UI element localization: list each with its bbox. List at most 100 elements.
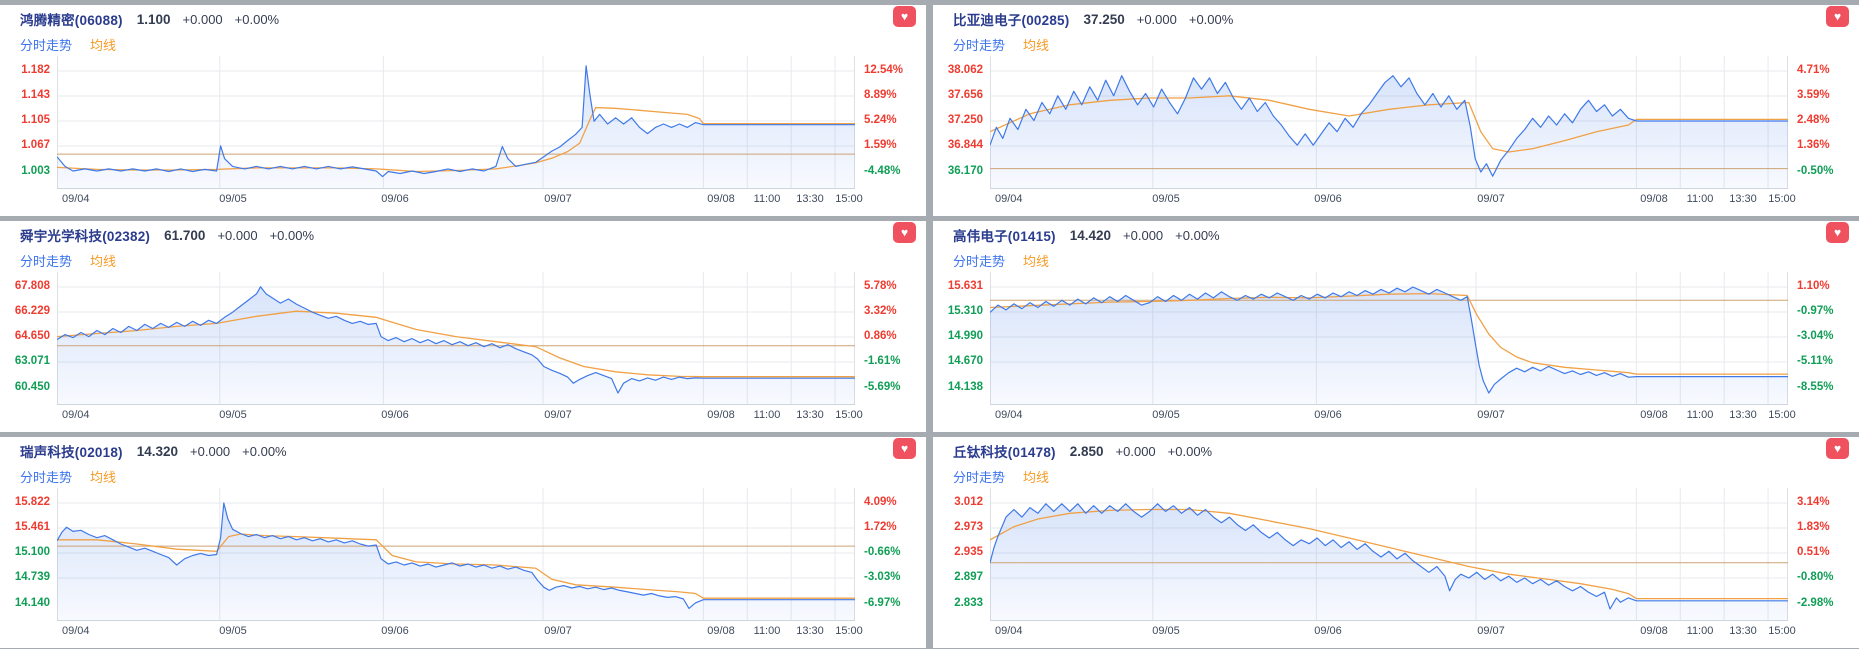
date-axis-label: 11:00: [1686, 625, 1714, 637]
tab-moving-average[interactable]: 均线: [90, 470, 117, 485]
tab-minute-trend[interactable]: 分时走势: [20, 38, 73, 53]
stock-change: +0.000: [182, 11, 223, 27]
date-axis-label: 09/06: [1314, 409, 1342, 421]
price-axis-label: 66.229: [14, 305, 50, 317]
price-axis-label: 1.067: [21, 139, 50, 151]
date-axis-label: 09/05: [219, 625, 247, 637]
date-axis-label: 13:30: [1729, 625, 1757, 637]
price-axis: 3.012 2.973 2.935 2.897 2.833: [933, 488, 983, 621]
favorite-button[interactable]: ♥: [1826, 222, 1849, 243]
percent-axis-label: -0.97%: [1797, 305, 1834, 317]
heart-icon: ♥: [900, 441, 909, 455]
date-axis-label: 09/06: [381, 193, 409, 205]
chart-tabs: 分时走势 均线: [0, 249, 926, 272]
price-axis: 38.062 37.656 37.250 36.844 36.170: [933, 56, 983, 189]
date-axis-label: 15:00: [1768, 193, 1796, 205]
panel-divider: [933, 432, 1859, 437]
date-axis-label: 09/06: [1314, 193, 1342, 205]
heart-icon: ♥: [900, 225, 909, 239]
stock-price: 37.250: [1083, 11, 1125, 27]
tab-moving-average[interactable]: 均线: [1023, 254, 1050, 269]
price-axis-label: 14.138: [947, 381, 983, 393]
favorite-button[interactable]: ♥: [1826, 6, 1849, 27]
date-axis-label: 09/05: [219, 193, 247, 205]
date-axis-label: 11:00: [1686, 193, 1714, 205]
date-axis: 09/04 09/05 09/06 09/07 09/08 11:00 13:30 15:00: [990, 407, 1796, 425]
chart-tabs: 分时走势 均线: [933, 465, 1859, 488]
intraday-chart[interactable]: 3.012 2.973 2.935 2.897 2.833 3.14% 1.83% 0.51…: [933, 488, 1859, 641]
stock-name[interactable]: 鸿腾精密(06088): [20, 13, 123, 28]
date-axis-label: 09/05: [1152, 409, 1180, 421]
percent-axis-label: 4.71%: [1797, 64, 1830, 76]
price-axis-label: 14.739: [14, 571, 50, 583]
area-fill: [57, 503, 855, 621]
price-axis-label: 2.833: [954, 597, 983, 609]
tab-moving-average[interactable]: 均线: [90, 38, 117, 53]
date-axis-label: 13:30: [1729, 193, 1757, 205]
tab-minute-trend[interactable]: 分时走势: [20, 254, 73, 269]
stock-change: +0.000: [217, 227, 258, 243]
stock-price: 2.850: [1069, 443, 1104, 459]
percent-axis-label: -8.55%: [1797, 381, 1834, 393]
tab-moving-average[interactable]: 均线: [1023, 38, 1050, 53]
price-axis-label: 15.100: [14, 546, 50, 558]
percent-axis: 4.09% 1.72% -0.66% -3.03% -6.97%: [864, 488, 924, 621]
percent-axis-label: 3.14%: [1797, 496, 1830, 508]
stock-name[interactable]: 瑞声科技(02018): [20, 445, 123, 460]
heart-icon: ♥: [1833, 441, 1842, 455]
date-axis-label: 15:00: [835, 193, 863, 205]
chart-tabs: 分时走势 均线: [0, 465, 926, 488]
price-axis-label: 36.844: [947, 139, 983, 151]
favorite-button[interactable]: ♥: [893, 6, 916, 27]
price-line: [990, 286, 1788, 394]
stock-name[interactable]: 比亚迪电子(00285): [953, 13, 1070, 28]
intraday-chart[interactable]: 67.808 66.229 64.650 63.071 60.450 5.78% 3.32…: [0, 272, 926, 425]
stock-name[interactable]: 高伟电子(01415): [953, 229, 1056, 244]
date-axis-label: 13:30: [796, 625, 824, 637]
date-axis-label: 09/07: [544, 625, 572, 637]
date-axis: 09/04 09/05 09/06 09/07 09/08 11:00 13:30 15:00: [57, 407, 863, 425]
date-axis-label: 09/05: [1152, 193, 1180, 205]
tab-minute-trend[interactable]: 分时走势: [953, 470, 1006, 485]
panel-divider: [0, 432, 926, 437]
price-axis-label: 60.450: [14, 381, 50, 393]
panel-divider: [933, 0, 1859, 5]
stock-change-pct: +0.00%: [242, 443, 287, 459]
percent-axis-label: 1.83%: [1797, 521, 1830, 533]
panel-divider: [933, 216, 1859, 221]
favorite-button[interactable]: ♥: [893, 438, 916, 459]
stock-price: 14.420: [1069, 227, 1112, 243]
date-axis-label: 09/07: [544, 409, 572, 421]
intraday-chart[interactable]: 1.182 1.143 1.105 1.067 1.003 12.54% 8.89% 5.2…: [0, 56, 926, 209]
panel-divider: [0, 216, 926, 221]
date-axis: 09/04 09/05 09/06 09/07 09/08 11:00 13:30 15:00: [990, 623, 1796, 641]
stock-name[interactable]: 舜宇光学科技(02382): [20, 229, 151, 244]
tab-moving-average[interactable]: 均线: [90, 254, 117, 269]
favorite-button[interactable]: ♥: [893, 222, 916, 243]
date-axis-label: 09/08: [707, 625, 735, 637]
percent-axis-label: 0.86%: [864, 330, 897, 342]
tab-minute-trend[interactable]: 分时走势: [953, 254, 1006, 269]
price-axis-label: 15.631: [947, 280, 983, 292]
price-axis-label: 1.182: [21, 64, 50, 76]
price-line: [57, 286, 855, 394]
intraday-chart[interactable]: 15.631 15.310 14.990 14.670 14.138 1.10% -0.9…: [933, 272, 1859, 425]
intraday-chart[interactable]: 15.822 15.461 15.100 14.739 14.140 4.09% 1.72…: [0, 488, 926, 641]
average-price-line: [57, 533, 855, 599]
date-axis-label: 09/04: [995, 409, 1023, 421]
intraday-chart[interactable]: 38.062 37.656 37.250 36.844 36.170 4.71% 3.59…: [933, 56, 1859, 209]
price-axis-label: 15.461: [14, 521, 50, 533]
tab-minute-trend[interactable]: 分时走势: [953, 38, 1006, 53]
percent-axis-label: 5.78%: [864, 280, 897, 292]
date-axis-label: 11:00: [1686, 409, 1714, 421]
stock-panel-02382: 舜宇光学科技(02382) 61.700 +0.000 +0.00% ♥ 分时走…: [0, 216, 926, 432]
area-fill: [990, 287, 1788, 405]
price-axis-label: 37.250: [947, 114, 983, 126]
date-axis-label: 11:00: [753, 193, 781, 205]
favorite-button[interactable]: ♥: [1826, 438, 1849, 459]
tab-minute-trend[interactable]: 分时走势: [20, 470, 73, 485]
price-axis: 15.822 15.461 15.100 14.739 14.140: [0, 488, 50, 621]
date-axis-label: 15:00: [835, 409, 863, 421]
stock-name[interactable]: 丘钛科技(01478): [953, 445, 1056, 460]
tab-moving-average[interactable]: 均线: [1023, 470, 1050, 485]
